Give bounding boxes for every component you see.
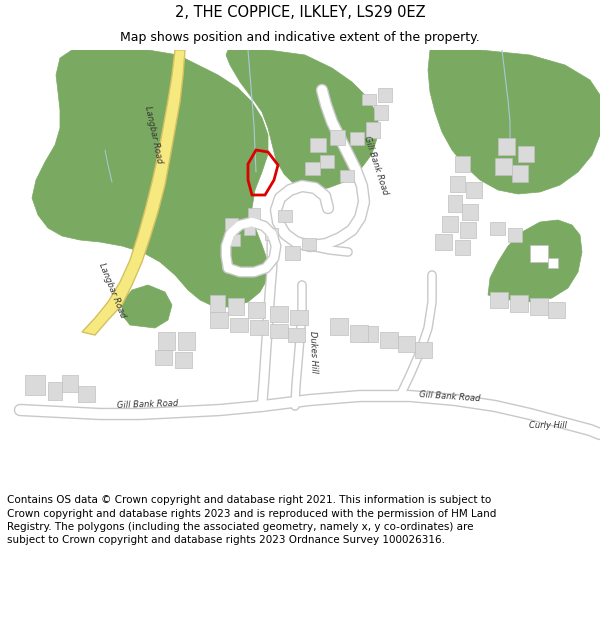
Polygon shape: [340, 170, 354, 182]
Polygon shape: [442, 216, 458, 232]
Polygon shape: [460, 222, 476, 238]
Polygon shape: [285, 246, 300, 260]
Text: 2, THE COPPICE, ILKLEY, LS29 0EZ: 2, THE COPPICE, ILKLEY, LS29 0EZ: [175, 5, 425, 20]
Text: Curly Hill: Curly Hill: [529, 421, 567, 429]
Polygon shape: [82, 50, 185, 335]
Polygon shape: [366, 122, 380, 138]
Polygon shape: [48, 382, 62, 400]
Polygon shape: [78, 386, 95, 402]
Polygon shape: [228, 298, 244, 315]
Polygon shape: [435, 234, 452, 250]
Polygon shape: [350, 325, 368, 342]
Polygon shape: [530, 298, 548, 315]
Polygon shape: [248, 208, 260, 220]
Polygon shape: [510, 295, 528, 312]
Polygon shape: [330, 318, 348, 335]
Polygon shape: [265, 228, 278, 240]
Polygon shape: [548, 302, 565, 318]
Polygon shape: [305, 162, 320, 175]
Polygon shape: [302, 238, 316, 250]
Polygon shape: [122, 285, 172, 328]
Polygon shape: [175, 352, 192, 368]
Polygon shape: [32, 50, 268, 307]
Polygon shape: [490, 222, 505, 235]
Polygon shape: [498, 138, 515, 155]
Polygon shape: [398, 336, 415, 352]
Text: Gill Bank Road: Gill Bank Road: [362, 134, 389, 196]
Polygon shape: [518, 146, 534, 162]
Polygon shape: [362, 326, 378, 342]
Polygon shape: [226, 50, 378, 190]
Text: Contains OS data © Crown copyright and database right 2021. This information is : Contains OS data © Crown copyright and d…: [7, 496, 497, 545]
Text: Gill Bank Road: Gill Bank Road: [117, 399, 179, 410]
Polygon shape: [450, 176, 465, 192]
Polygon shape: [270, 306, 288, 322]
Text: Dukes Hill: Dukes Hill: [308, 331, 319, 373]
Polygon shape: [512, 165, 528, 182]
Polygon shape: [248, 302, 265, 318]
Polygon shape: [225, 218, 238, 230]
Polygon shape: [495, 158, 512, 175]
Polygon shape: [362, 94, 376, 105]
Polygon shape: [228, 234, 240, 246]
Polygon shape: [428, 50, 600, 194]
Polygon shape: [278, 210, 292, 222]
Polygon shape: [25, 375, 45, 395]
Polygon shape: [378, 88, 392, 102]
Polygon shape: [374, 105, 388, 120]
Polygon shape: [250, 320, 268, 335]
Polygon shape: [490, 292, 508, 308]
Polygon shape: [466, 182, 482, 198]
Polygon shape: [462, 204, 478, 220]
Polygon shape: [310, 138, 326, 152]
Polygon shape: [415, 342, 432, 358]
Polygon shape: [455, 240, 470, 255]
Text: Map shows position and indicative extent of the property.: Map shows position and indicative extent…: [120, 31, 480, 44]
Polygon shape: [488, 220, 582, 302]
Polygon shape: [244, 225, 255, 235]
Polygon shape: [448, 195, 462, 212]
Polygon shape: [158, 332, 175, 350]
Polygon shape: [455, 156, 470, 172]
Polygon shape: [210, 312, 228, 328]
Polygon shape: [350, 132, 364, 145]
Polygon shape: [210, 295, 225, 312]
Polygon shape: [530, 245, 548, 262]
Polygon shape: [62, 375, 78, 392]
Text: Langbar Road: Langbar Road: [143, 106, 163, 164]
Polygon shape: [548, 258, 558, 268]
Polygon shape: [290, 310, 308, 325]
Polygon shape: [380, 332, 398, 348]
Polygon shape: [155, 350, 172, 365]
Polygon shape: [508, 228, 522, 242]
Text: Gill Bank Road: Gill Bank Road: [419, 390, 481, 403]
Polygon shape: [320, 155, 334, 168]
Polygon shape: [330, 130, 345, 145]
Polygon shape: [270, 324, 288, 338]
Text: Langbar Road: Langbar Road: [97, 261, 127, 319]
Polygon shape: [288, 328, 305, 342]
Polygon shape: [178, 332, 195, 350]
Polygon shape: [230, 318, 248, 332]
